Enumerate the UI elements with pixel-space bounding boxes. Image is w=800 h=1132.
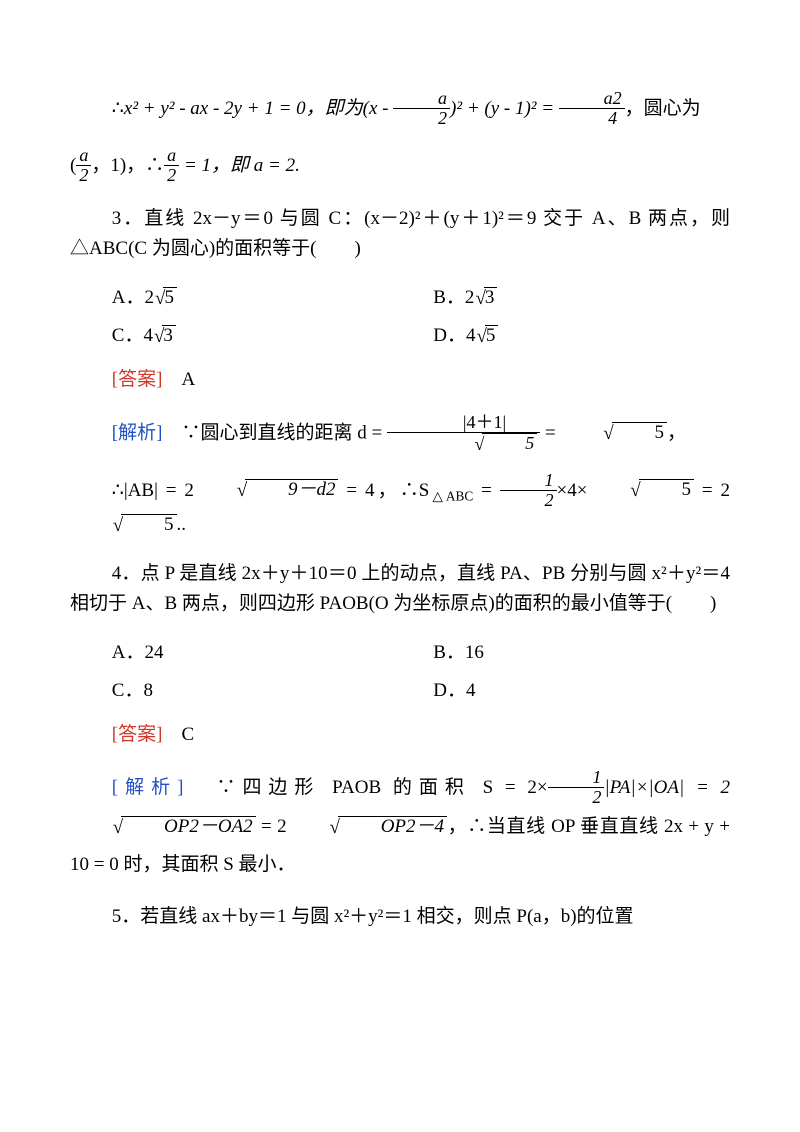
question-5: 5．若直线 ax＋by＝1 与圆 x²＋y²＝1 相交，则点 P(a，b)的位置 (70, 902, 730, 932)
q3-opt-b: B．2 (433, 287, 474, 308)
sqrt-3a: 3 (474, 283, 497, 313)
eq2: = (473, 479, 500, 500)
sqrt-op2oa2: OP2－OA2 (70, 808, 256, 846)
comma: ， (667, 422, 686, 443)
q3-opt-d: D．4 (433, 325, 475, 346)
question-4: 4．点 P 是直线 2x＋y＋10＝0 上的动点，直线 PA、PB 分别与圆 x… (70, 559, 730, 620)
eq-sign: = (545, 422, 560, 443)
because: ∴ (112, 98, 124, 119)
sqrt-5a: 5 (154, 283, 177, 313)
q3-analysis-1: [解析] ∵圆心到直线的距离 d = |4＋1|5 = 5， (70, 414, 730, 454)
analysis-label-2: [解析] (112, 777, 184, 798)
q4jxb: |PA|×|OA| = 2 (604, 777, 730, 798)
eq1-end: ，圆心为 (625, 98, 701, 119)
sqrt-5-den: 5 (432, 433, 538, 453)
frac-half: 12 (500, 471, 557, 510)
q3jx2d: ×4× (557, 479, 588, 500)
question-3: 3．直线 2x－y＝0 与圆 C：(x－2)²＋(y＋1)²＝9 交于 A、B … (70, 204, 730, 265)
q4jxc: = 2 (256, 816, 287, 837)
sqrt-9d2: 9－d2 (194, 475, 339, 505)
q3jx2b: = 4，∴S (338, 479, 429, 500)
q3-analysis-2: ∴|AB| = 29－d2 = 4，∴S△ABC = 12×4×5 = 25.. (70, 472, 730, 541)
l2p3: = 1，即 a = 2. (179, 155, 300, 176)
q3-options-row1: A．25 B．23 (70, 283, 730, 313)
sub-abc: △ABC (429, 488, 473, 503)
q4-opt-a: A．24 (112, 638, 433, 668)
sqrt-5c: 5 (560, 418, 667, 448)
q4-options-row1: A．24 B．16 (70, 638, 730, 668)
eq-line-1: ∴x² + y² - ax - 2y + 1 = 0，即为(x - a2)² +… (70, 90, 730, 129)
q4-opt-d: D．4 (433, 676, 730, 706)
frac-half-2: 12 (548, 768, 605, 807)
q4-answer: [答案] C (70, 720, 730, 750)
l2p2: ，1)，∴ (91, 155, 164, 176)
frac-a-2: a2 (393, 89, 450, 128)
q3jx2a: ∴|AB| = 2 (112, 479, 194, 500)
answer-label: [答案] (112, 369, 163, 390)
q3-answer: [答案] A (70, 365, 730, 395)
q3-opt-a: A．2 (112, 287, 154, 308)
eq-line-2: (a2，1)，∴a2 = 1，即 a = 2. (70, 147, 730, 186)
q3-opt-c: C．4 (112, 325, 153, 346)
frac-a2-4: a24 (559, 89, 625, 128)
sqrt-op24: OP2－4 (287, 808, 447, 846)
q4-opt-b: B．16 (433, 638, 730, 668)
analysis-label: [解析] (112, 422, 163, 443)
q4-opt-c: C．8 (112, 676, 433, 706)
sqrt-5e: 5 (70, 510, 177, 540)
eq1-mid: )² + (y - 1)² = (450, 98, 559, 119)
eq1: x² + y² - ax - 2y + 1 = 0，即为(x - (124, 98, 393, 119)
sqrt-5b: 5 (475, 321, 498, 351)
sqrt-5d: 5 (587, 475, 694, 505)
answer-label-2: [答案] (112, 724, 163, 745)
frac-a-2b: a2 (76, 146, 91, 185)
q3jx2e: = 2 (694, 479, 730, 500)
dots: .. (177, 514, 187, 535)
frac-45-s5: |4＋1|5 (387, 413, 540, 453)
q3-jx-t1: ∵圆心到直线的距离 d = (162, 422, 386, 443)
q3-answer-val: A (162, 369, 195, 390)
q3-options-row2: C．43 D．45 (70, 321, 730, 351)
q4-options-row2: C．8 D．4 (70, 676, 730, 706)
sqrt-3b: 3 (153, 321, 176, 351)
q4-answer-val: C (162, 724, 194, 745)
q4-analysis: [解析] ∵四边形 PAOB 的面积 S = 2×12|PA|×|OA| = 2… (70, 769, 730, 884)
q4jxa: ∵四边形 PAOB 的面积 S = 2× (183, 777, 547, 798)
frac-a-2c: a2 (164, 146, 179, 185)
